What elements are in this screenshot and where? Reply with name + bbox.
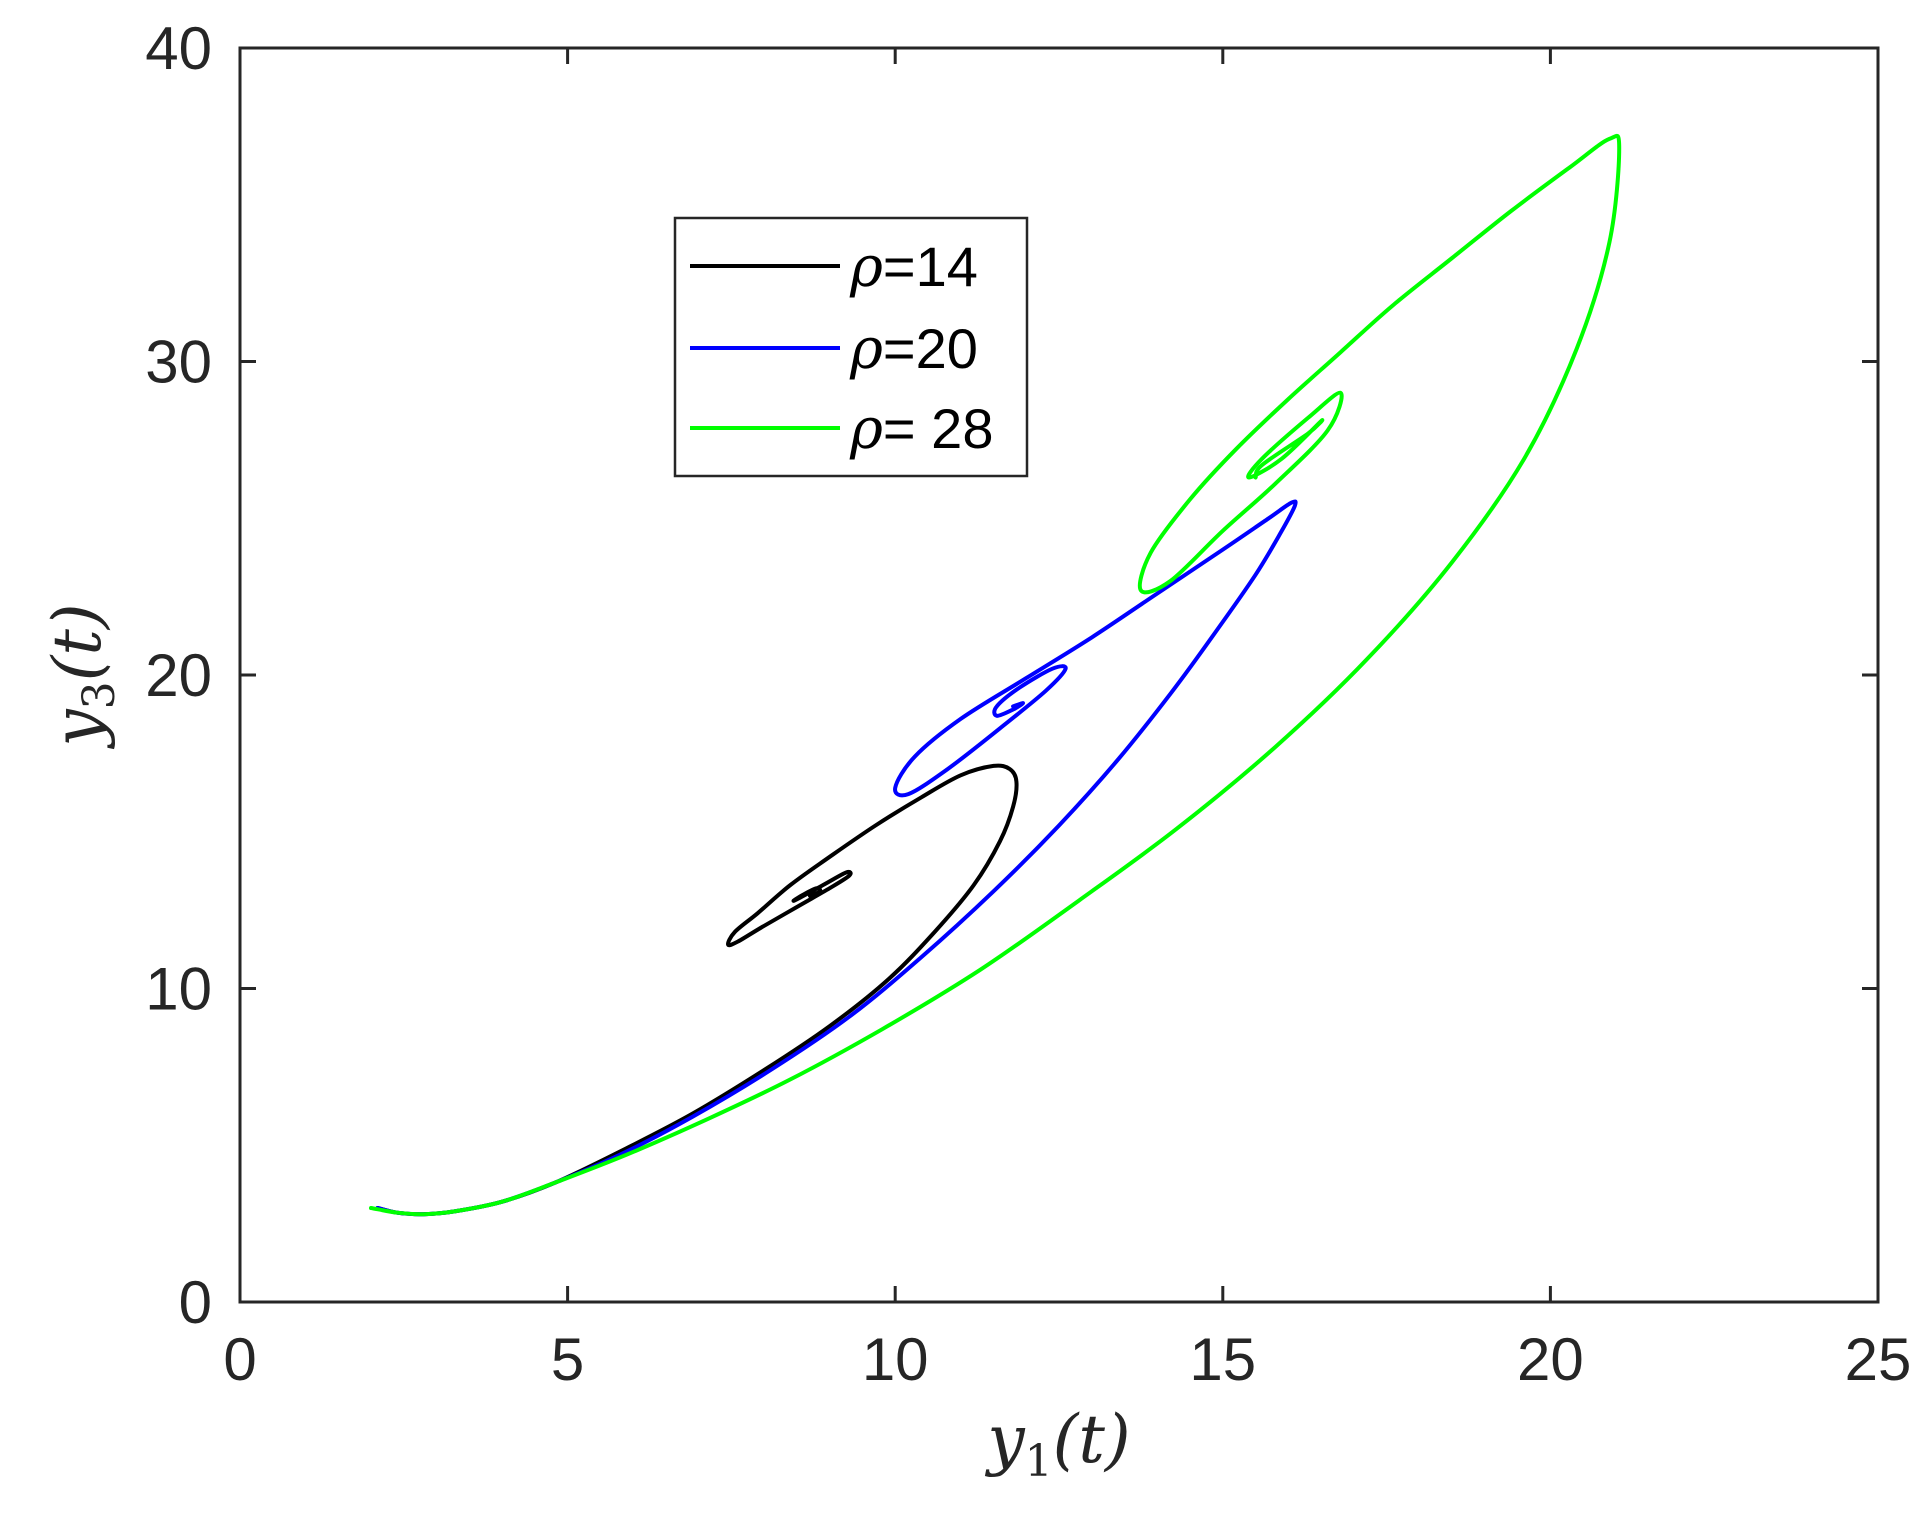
legend-label-rho-14: ρ=14 xyxy=(849,235,978,300)
series-line-2 xyxy=(369,133,1622,1217)
x-axis-label: y1(t) xyxy=(984,1401,1130,1487)
x-tick-label: 25 xyxy=(1845,1326,1912,1393)
y-tick-label: 20 xyxy=(145,642,212,709)
tick-layer: 0 5 10 15 20 25 0 10 20 30 40 xyxy=(145,15,1911,1393)
y-tick-label: 0 xyxy=(179,1269,212,1336)
x-tick-label: 20 xyxy=(1517,1326,1584,1393)
legend-label-rho-28: ρ= 28 xyxy=(849,397,993,462)
legend: ρ=14 ρ=20 ρ= 28 xyxy=(673,216,1029,478)
series-line-0 xyxy=(375,763,1019,1217)
y-axis-label: y3(t) xyxy=(39,603,125,749)
legend-label-rho-20: ρ=20 xyxy=(849,317,978,382)
series-layer xyxy=(369,133,1622,1217)
y-tick-label: 30 xyxy=(145,329,212,396)
x-tick-label: 0 xyxy=(223,1326,256,1393)
y-tick-label: 40 xyxy=(145,15,212,82)
x-tick-label: 10 xyxy=(862,1326,929,1393)
series-line-1 xyxy=(375,499,1298,1217)
x-tick-label: 15 xyxy=(1189,1326,1256,1393)
x-tick-label: 5 xyxy=(551,1326,584,1393)
y-tick-label: 10 xyxy=(145,956,212,1023)
